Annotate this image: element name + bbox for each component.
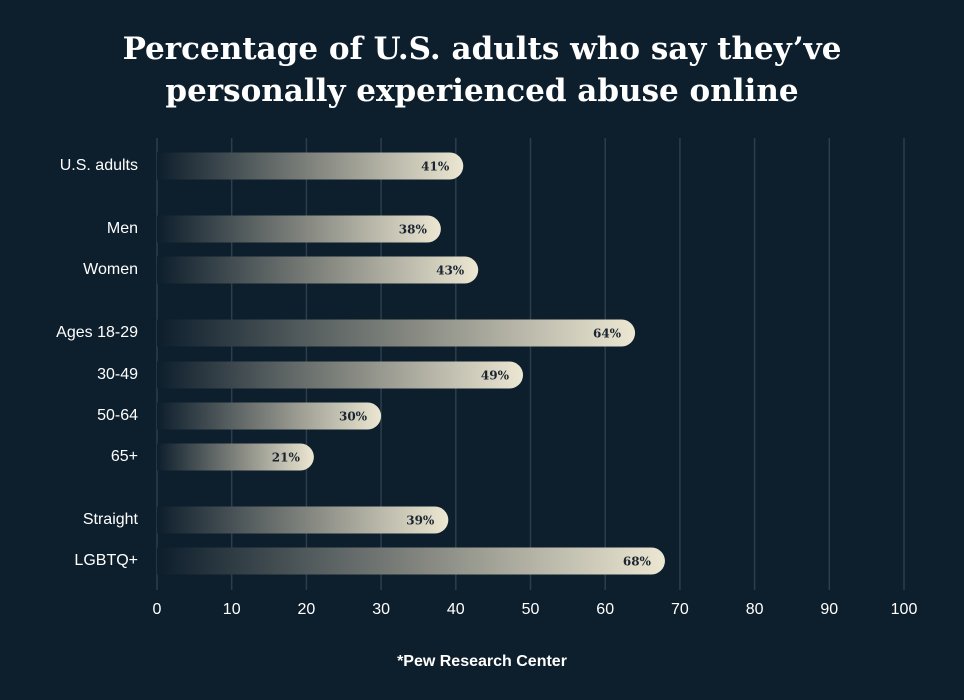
source: *Pew Research Center	[397, 653, 567, 670]
value-label: 49%	[481, 369, 510, 383]
y-tick-label: 65+	[111, 448, 138, 465]
x-tick-label: 0	[153, 601, 162, 618]
value-label: 38%	[399, 223, 428, 237]
value-label: 21%	[272, 451, 301, 465]
x-tick-label: 60	[596, 601, 614, 618]
x-tick-label: 50	[522, 601, 540, 618]
value-label: 41%	[421, 160, 450, 174]
y-tick-label: LGBTQ+	[74, 552, 138, 569]
bar	[157, 402, 382, 430]
x-tick-label: 100	[891, 601, 918, 618]
bar	[157, 547, 665, 575]
bar	[157, 256, 479, 284]
value-label: 39%	[406, 514, 435, 528]
x-tick-label: 80	[746, 601, 764, 618]
value-label: 64%	[593, 327, 622, 341]
bar	[157, 319, 636, 347]
x-tick-label: 70	[671, 601, 689, 618]
bar	[157, 152, 464, 180]
bar	[157, 361, 524, 389]
x-tick-label: 20	[298, 601, 316, 618]
x-tick-label: 90	[820, 601, 838, 618]
y-tick-label: 30-49	[97, 366, 138, 383]
value-label: 43%	[436, 264, 465, 278]
value-label: 30%	[339, 410, 368, 424]
y-tick-label: 50-64	[97, 407, 138, 424]
y-tick-label: U.S. adults	[60, 157, 138, 174]
y-tick-label: Women	[83, 261, 138, 278]
chart-title: Percentage of U.S. adults who say they’v…	[122, 31, 842, 109]
x-tick-label: 30	[372, 601, 390, 618]
bar	[157, 506, 449, 534]
bar	[157, 215, 441, 243]
bar	[157, 443, 314, 471]
x-tick-label: 40	[447, 601, 465, 618]
x-tick-label: 10	[223, 601, 241, 618]
value-label: 68%	[623, 555, 652, 569]
y-tick-label: Ages 18-29	[56, 324, 138, 341]
y-tick-label: Men	[107, 220, 138, 237]
y-tick-label: Straight	[83, 511, 139, 528]
